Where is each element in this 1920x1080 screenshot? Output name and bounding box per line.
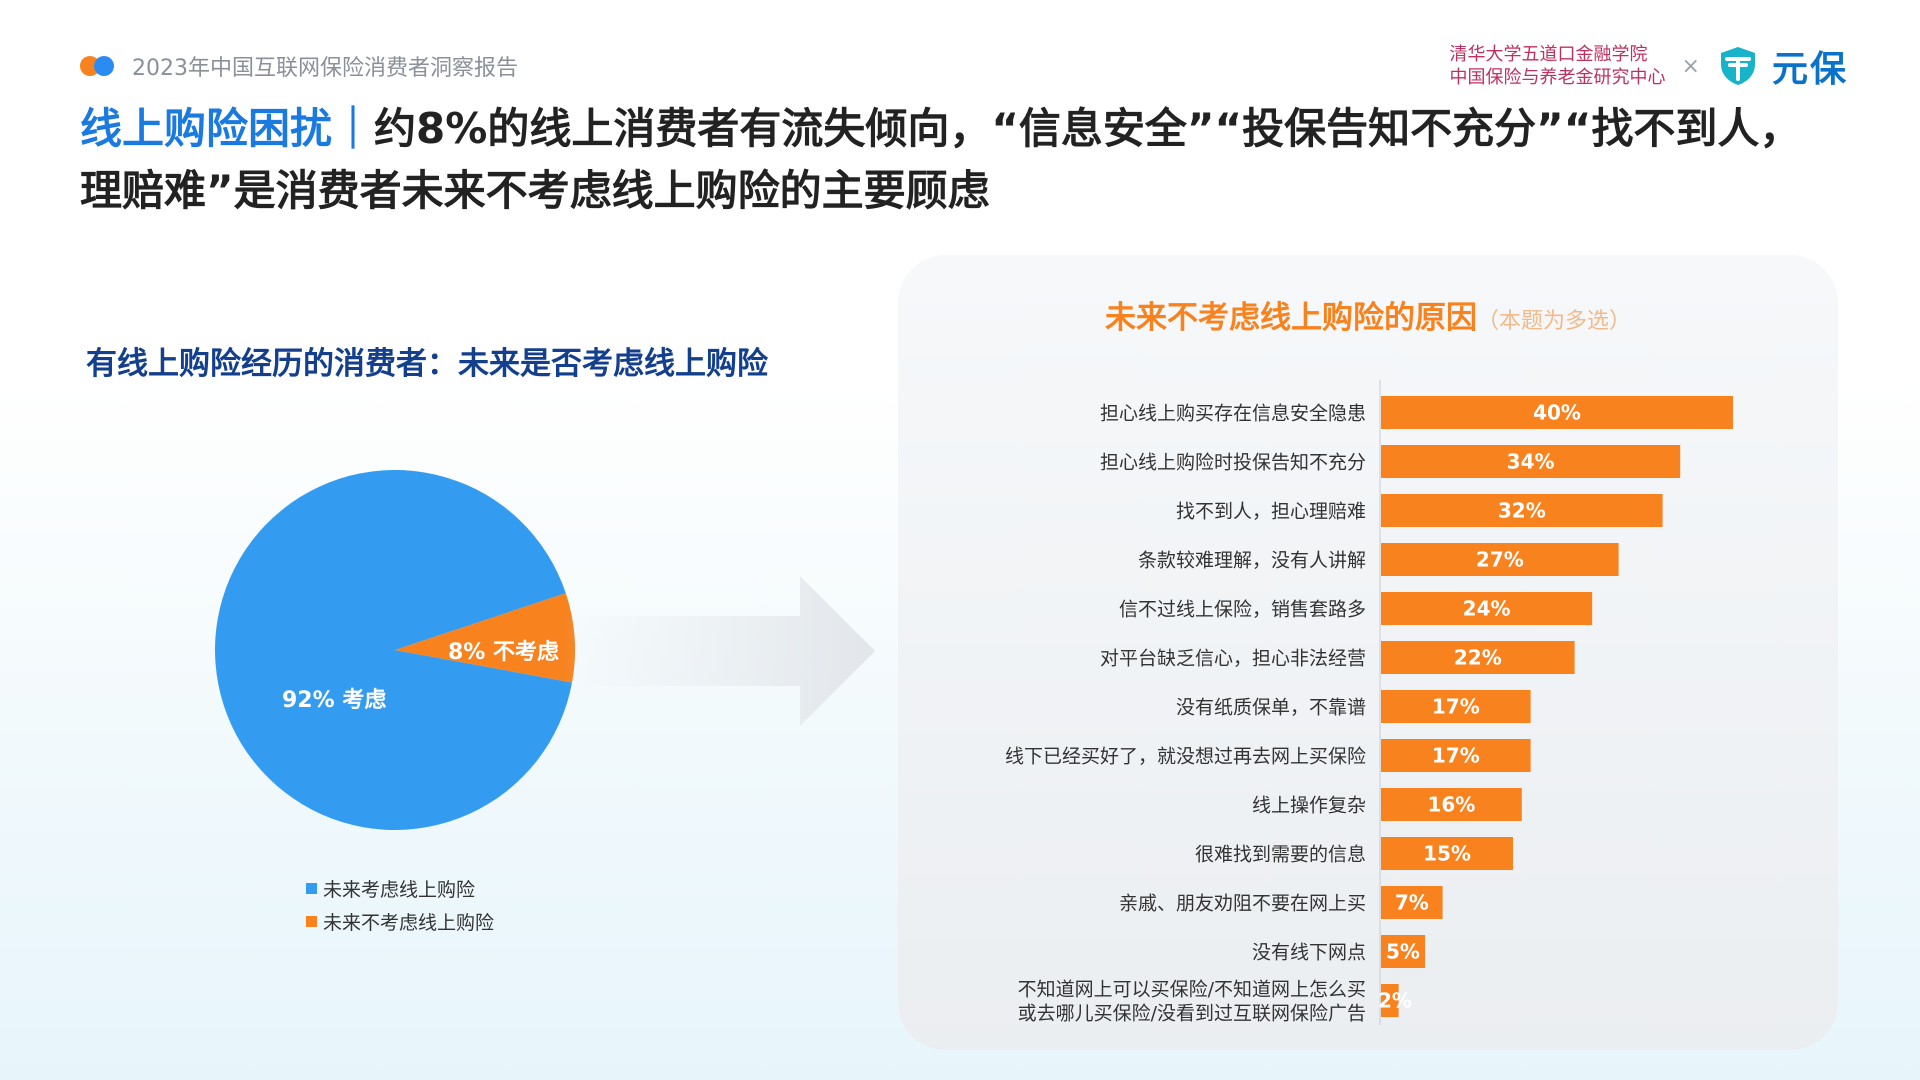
bar-category-label-6: 没有纸质保单，不靠谱 <box>1176 697 1366 719</box>
bar-category-label-1: 担心线上购险时投保告知不充分 <box>1100 452 1366 474</box>
bar-category-label-0: 担心线上购买存在信息安全隐患 <box>1100 403 1366 425</box>
bar-value-label-12: 2% <box>1378 989 1412 1013</box>
bar-chart-title-text: 未来不考虑线上购险的原因 <box>1104 300 1477 336</box>
bar-3 <box>1381 543 1619 576</box>
bar-10 <box>1381 886 1443 919</box>
bar-11 <box>1381 935 1425 968</box>
legend-label-not-consider: 未来不考虑线上购险 <box>323 912 495 934</box>
yuanbao-brand-name: 元保 <box>1771 49 1848 90</box>
bar-value-label-6: 17% <box>1432 695 1480 719</box>
pie-legend: 未来考虑线上购险 未来不考虑线上购险 <box>306 872 494 938</box>
report-header: 2023年中国互联网保险消费者洞察报告 <box>80 50 518 82</box>
bar-1 <box>1381 445 1681 478</box>
legend-item-not-consider: 未来不考虑线上购险 <box>306 905 494 938</box>
bar-value-label-0: 40% <box>1533 401 1581 425</box>
bar-category-label-12: 不知道网上可以买保险/不知道网上怎么买或去哪儿买保险/没看到过互联网保险广告 <box>1018 979 1366 1025</box>
bar-category-label-11: 没有线下网点 <box>1252 942 1366 964</box>
institution-name-line1: 清华大学五道口金融学院 <box>1449 44 1648 65</box>
bar-9 <box>1381 837 1513 870</box>
report-title: 2023年中国互联网保险消费者洞察报告 <box>132 56 518 81</box>
pie-chart: 92% 考虑 8% 不考虑 <box>200 460 600 860</box>
bar-5 <box>1381 641 1575 674</box>
bar-value-label-11: 5% <box>1386 940 1420 964</box>
reasons-panel <box>898 255 1838 1050</box>
yuanbao-shield-icon <box>1720 47 1755 85</box>
bar-category-label-5: 对平台缺乏信心，担心非法经营 <box>1100 648 1366 670</box>
headline-text: 约8%的线上消费者有流失倾向，“信息安全”“投保告知不充分”“找不到人，理赔难”… <box>80 104 1802 215</box>
bar-value-label-1: 34% <box>1507 450 1555 474</box>
bar-chart-note: （本题为多选） <box>1476 309 1631 334</box>
bar-category-label-9: 很难找到需要的信息 <box>1195 844 1366 866</box>
legend-swatch-orange <box>306 916 317 927</box>
right-arrow-icon <box>560 576 875 726</box>
legend-item-consider: 未来考虑线上购险 <box>306 872 494 905</box>
bar-4 <box>1381 592 1593 625</box>
bar-value-label-7: 17% <box>1432 744 1480 768</box>
legend-swatch-blue <box>306 883 317 894</box>
bar-chart: 40% 担心线上购买存在信息安全隐患 34% 担心线上购险时投保告知不充分 32% 找不到… <box>1005 380 1733 1025</box>
bar-value-label-3: 27% <box>1476 548 1524 572</box>
bar-0 <box>1381 396 1733 429</box>
bar-12 <box>1381 984 1399 1017</box>
bar-value-label-8: 16% <box>1427 793 1475 817</box>
bar-6 <box>1381 690 1531 723</box>
bar-value-label-9: 15% <box>1423 842 1471 866</box>
bar-category-label-7: 线下已经买好了，就没想过再去网上买保险 <box>1005 746 1366 768</box>
bar-2 <box>1381 494 1663 527</box>
bar-value-label-5: 22% <box>1454 646 1502 670</box>
headline-highlight: 线上购险困扰｜ <box>80 104 375 153</box>
institution-logo-text: 清华大学五道口金融学院 中国保险与养老金研究中心 <box>1450 43 1666 89</box>
brand-dots-icon <box>80 55 118 77</box>
bar-8 <box>1381 788 1522 821</box>
times-separator: × <box>1681 53 1700 79</box>
bar-value-label-4: 24% <box>1463 597 1511 621</box>
pie-chart-title: 有线上购险经历的消费者：未来是否考虑线上购险 <box>86 346 768 382</box>
bar-category-label-10: 亲戚、朋友劝阻不要在网上买 <box>1119 893 1366 915</box>
bar-value-label-2: 32% <box>1498 499 1546 523</box>
bar-category-label-3: 条款较难理解，没有人讲解 <box>1138 550 1366 572</box>
bar-chart-title: 未来不考虑线上购险的原因（本题为多选） <box>898 292 1838 337</box>
pie-label-consider: 92% 考虑 <box>282 688 387 713</box>
pie-slice-1 <box>395 593 575 683</box>
bar-7 <box>1381 739 1531 772</box>
institution-name-line2: 中国保险与养老金研究中心 <box>1449 67 1666 88</box>
bar-category-label-8: 线上操作复杂 <box>1252 795 1366 817</box>
partner-logos: 清华大学五道口金融学院 中国保险与养老金研究中心 × 元保 <box>1450 40 1848 92</box>
pie-label-not-consider: 8% 不考虑 <box>448 640 560 665</box>
legend-label-consider: 未来考虑线上购险 <box>323 879 476 901</box>
bar-category-label-4: 信不过线上保险，销售套路多 <box>1119 599 1366 621</box>
bar-value-label-10: 7% <box>1395 891 1429 915</box>
bar-category-label-2: 找不到人，担心理赔难 <box>1176 501 1366 523</box>
page-headline: 线上购险困扰｜约8%的线上消费者有流失倾向，“信息安全”“投保告知不充分”“找不… <box>80 98 1840 222</box>
pie-slice-0 <box>215 470 573 830</box>
